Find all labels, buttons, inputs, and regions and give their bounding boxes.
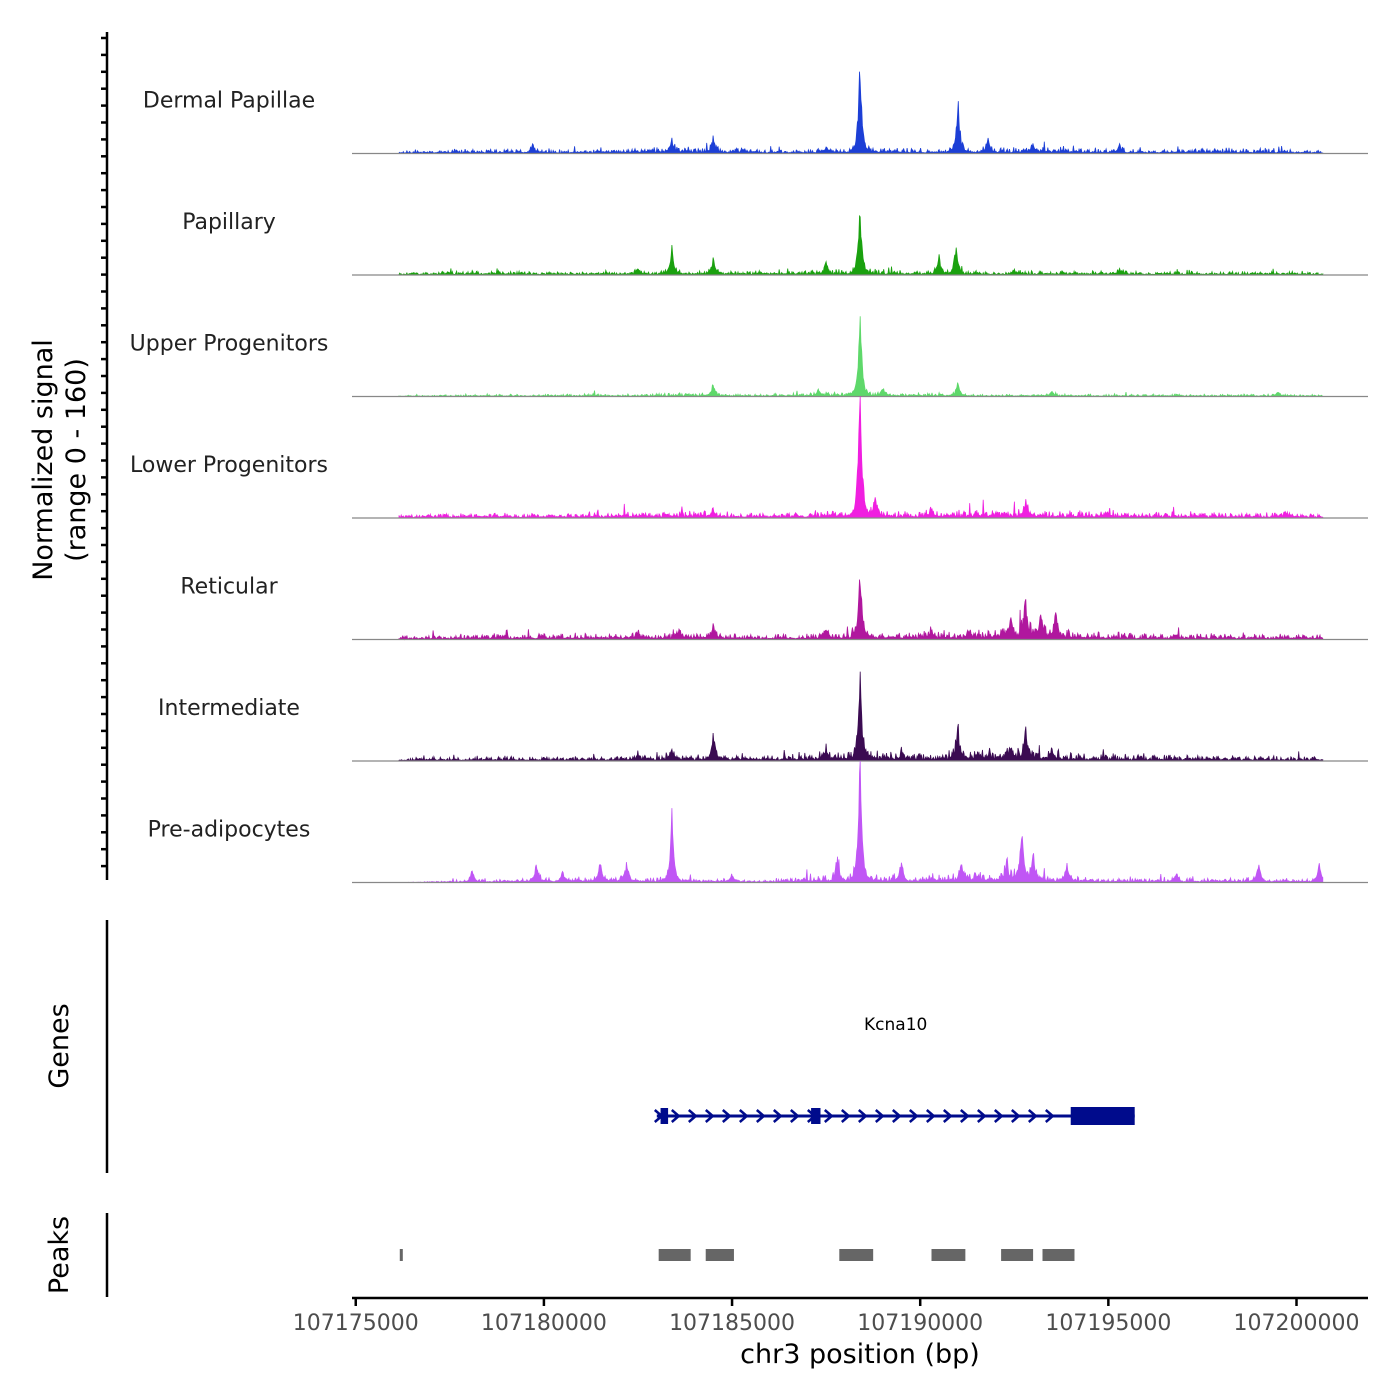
x-tick-label: 107200000 bbox=[1234, 1311, 1360, 1336]
x-axis-ticks: 107175000 107180000 107185000 107190000 1071… bbox=[293, 1298, 1360, 1336]
track-signal-area bbox=[398, 71, 1324, 155]
gene-exon bbox=[811, 1108, 821, 1124]
gene-model-kcna10: Kcna10 bbox=[653, 1015, 1135, 1125]
x-tick-label: 107180000 bbox=[481, 1311, 607, 1336]
x-tick-label: 107185000 bbox=[669, 1311, 795, 1336]
peaks-panel-label: Peaks bbox=[44, 1216, 75, 1294]
gene-strand-arrow bbox=[687, 1109, 698, 1123]
x-tick-label: 107195000 bbox=[1045, 1311, 1171, 1336]
track-lower-progenitors: Lower Progenitors bbox=[130, 396, 1368, 519]
gene-strand-arrow bbox=[925, 1109, 936, 1123]
genes-panel-label: Genes bbox=[44, 1003, 75, 1088]
track-label: Intermediate bbox=[158, 696, 300, 721]
gene-strand-arrow bbox=[823, 1109, 834, 1123]
peak-region bbox=[931, 1249, 966, 1261]
gene-strand-arrow bbox=[755, 1109, 766, 1123]
gene-strand-arrow bbox=[993, 1109, 1004, 1123]
track-signal-area bbox=[398, 579, 1324, 641]
peak-region bbox=[705, 1249, 734, 1261]
track-signal-area bbox=[398, 316, 1324, 398]
track-signal-area bbox=[398, 671, 1324, 762]
gene-strand-arrow bbox=[738, 1109, 749, 1123]
track-upper-progenitors: Upper Progenitors bbox=[130, 316, 1368, 398]
gene-strand-arrow bbox=[721, 1109, 732, 1123]
x-tick-label: 107190000 bbox=[857, 1311, 983, 1336]
track-signal-area bbox=[398, 396, 1324, 519]
gene-strand-arrow bbox=[1027, 1109, 1038, 1123]
coverage-y-axis-label-line-2: (range 0 - 160) bbox=[61, 358, 92, 562]
peak-region bbox=[1042, 1249, 1075, 1261]
track-label: Upper Progenitors bbox=[130, 332, 329, 357]
track-label: Papillary bbox=[182, 210, 276, 235]
peak-region bbox=[658, 1249, 691, 1261]
x-axis-label: chr3 position (bp) bbox=[740, 1339, 980, 1370]
track-label: Dermal Papillae bbox=[143, 89, 315, 114]
gene-exon bbox=[1070, 1107, 1135, 1125]
gene-strand-arrow bbox=[1010, 1109, 1021, 1123]
track-papillary: Papillary bbox=[182, 210, 1368, 276]
track-signal-area bbox=[398, 214, 1324, 276]
coverage-y-axis-label-line-1: Normalized signal bbox=[28, 339, 59, 581]
coverage-y-axis-label: Normalized signal (range 0 - 160) bbox=[28, 339, 92, 581]
track-dermal-papillae: Dermal Papillae bbox=[143, 71, 1368, 155]
peak-region bbox=[839, 1249, 874, 1261]
gene-strand-arrow bbox=[891, 1109, 902, 1123]
peak-region bbox=[1001, 1249, 1034, 1261]
track-signal-area bbox=[399, 760, 1324, 884]
gene-exon bbox=[660, 1108, 669, 1124]
gene-strand-arrow bbox=[789, 1109, 800, 1123]
track-label: Reticular bbox=[180, 575, 278, 600]
coverage-tracks: Dermal Papillae Papillary Upper Progenitor… bbox=[130, 71, 1368, 884]
gene-strand-arrow bbox=[704, 1109, 715, 1123]
track-intermediate: Intermediate bbox=[158, 671, 1368, 762]
gene-strand-arrow bbox=[772, 1109, 783, 1123]
gene-strand-arrow bbox=[857, 1109, 868, 1123]
track-reticular: Reticular bbox=[180, 575, 1368, 641]
peak-regions bbox=[399, 1249, 1075, 1261]
gene-strand-arrow bbox=[908, 1109, 919, 1123]
gene-strand-arrow bbox=[959, 1109, 970, 1123]
x-tick-label: 107175000 bbox=[293, 1311, 419, 1336]
coverage-y-axis-ticks bbox=[101, 36, 107, 868]
peak-region bbox=[399, 1249, 403, 1261]
track-label: Lower Progenitors bbox=[130, 453, 328, 478]
track-label: Pre-adipocytes bbox=[148, 818, 311, 843]
gene-strand-arrow bbox=[942, 1109, 953, 1123]
gene-strand-arrow bbox=[976, 1109, 987, 1123]
gene-strand-arrow bbox=[840, 1109, 851, 1123]
gene-strand-arrow bbox=[874, 1109, 885, 1123]
gene-strand-arrow bbox=[1044, 1109, 1055, 1123]
track-pre-adipocytes: Pre-adipocytes bbox=[148, 760, 1368, 884]
gene-name-label: Kcna10 bbox=[864, 1015, 927, 1035]
gene-strand-arrow bbox=[670, 1109, 681, 1123]
